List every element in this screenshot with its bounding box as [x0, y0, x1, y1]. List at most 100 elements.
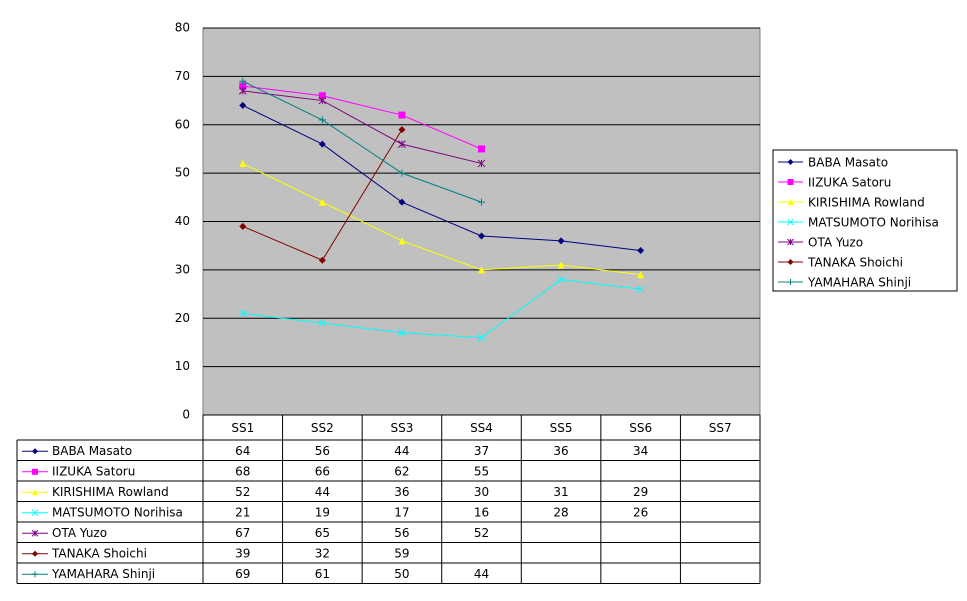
- legend-key-marker: [787, 218, 794, 226]
- table-cell: 31: [553, 485, 568, 499]
- y-tick-label: 30: [175, 262, 190, 276]
- data-point: [318, 256, 326, 264]
- data-point-part: [478, 232, 485, 240]
- data-point-part: [477, 333, 486, 342]
- data-point: [478, 145, 485, 153]
- table-row-label: OTA Yuzo: [52, 526, 107, 540]
- data-point: [239, 77, 247, 85]
- table-cell: 17: [394, 505, 409, 519]
- table-cell: 52: [235, 485, 250, 499]
- table-cell: 55: [474, 464, 489, 478]
- data-point: [239, 159, 247, 167]
- series-line: [242, 85, 482, 150]
- table-cell: 19: [315, 505, 330, 519]
- table-key-marker: [32, 571, 38, 578]
- x-tick-label: SS4: [470, 421, 493, 435]
- legend-label: MATSUMOTO Norihisa: [808, 216, 939, 230]
- y-tick-label: 10: [175, 359, 190, 373]
- legend-key-marker-part: [787, 259, 794, 265]
- data-point-part: [318, 198, 326, 206]
- table-cell: 26: [633, 505, 648, 519]
- data-point: [398, 140, 406, 148]
- data-point-part: [478, 145, 485, 153]
- table-cell: 59: [394, 546, 409, 560]
- table-cell: 65: [315, 526, 330, 540]
- data-point: [398, 198, 406, 206]
- table-row-label: IIZUKA Satoru: [52, 464, 135, 478]
- table-key-marker-part: [31, 509, 39, 517]
- table-key-marker-part: [32, 550, 38, 557]
- table-cell: 44: [474, 567, 489, 581]
- data-point-part: [636, 285, 645, 294]
- table-cell: 29: [633, 485, 648, 499]
- table-cell: 28: [553, 505, 568, 519]
- data-point: [557, 261, 565, 269]
- table-key-marker-part: [32, 468, 38, 475]
- legend-label: OTA Yuzo: [808, 236, 863, 250]
- table-cell: 36: [553, 444, 568, 458]
- table-cell: 52: [474, 526, 489, 540]
- legend-label: BABA Masato: [808, 156, 888, 170]
- data-point: [557, 275, 565, 284]
- y-tick-label: 0: [182, 408, 190, 422]
- series-line: [242, 279, 641, 339]
- data-point: [557, 237, 565, 245]
- legend-label: IIZUKA Satoru: [808, 176, 891, 190]
- legend-key-marker: [787, 259, 794, 265]
- table-key-marker-part: [32, 489, 38, 496]
- legend-key-marker: [787, 279, 794, 285]
- legend-label: YAMAHARA Shinji: [807, 276, 911, 290]
- table-key-marker: [31, 509, 39, 517]
- y-tick-label: 50: [175, 166, 190, 180]
- data-point: [478, 232, 485, 240]
- data-point: [318, 140, 326, 148]
- data-point: [239, 82, 247, 90]
- table-key-marker: [32, 468, 38, 475]
- x-tick-label: SS7: [709, 421, 732, 435]
- data-point-part: [398, 111, 406, 119]
- table-cell: 66: [315, 464, 330, 478]
- data-point-part: [318, 140, 326, 148]
- legend-key-marker-part: [787, 159, 794, 165]
- data-point: [239, 101, 247, 109]
- x-tick-label: SS2: [311, 421, 334, 435]
- data-point: [238, 309, 247, 318]
- data-point: [398, 111, 406, 119]
- table-cell: 37: [474, 444, 489, 458]
- data-point: [398, 237, 406, 245]
- series-line: [242, 104, 641, 252]
- table-cell: 44: [394, 444, 409, 458]
- table-key-marker-part: [32, 448, 38, 455]
- data-point-part: [557, 261, 565, 269]
- legend-key-marker-part: [787, 179, 794, 185]
- table-row-label: TANAKA Shoichi: [51, 546, 147, 560]
- data-point: [477, 333, 486, 342]
- legend-key-marker: [787, 179, 794, 185]
- table-cell: 68: [235, 464, 250, 478]
- table-key-marker: [32, 448, 38, 455]
- data-point: [318, 319, 327, 327]
- data-point: [478, 198, 485, 206]
- legend-label: KIRISHIMA Rowland: [808, 196, 925, 210]
- data-point-part: [239, 159, 247, 167]
- data-point: [239, 222, 247, 230]
- data-point: [478, 266, 485, 274]
- legend-key-marker-part: [787, 199, 794, 205]
- data-point-part: [398, 126, 406, 134]
- data-point: [637, 271, 645, 279]
- data-point: [318, 116, 326, 124]
- table-cell: 62: [394, 464, 409, 478]
- data-point: [477, 159, 486, 168]
- y-tick-label: 40: [175, 214, 190, 228]
- table-cell: 56: [315, 444, 330, 458]
- data-point-part: [318, 256, 326, 264]
- table-cell: 34: [633, 444, 648, 458]
- table-cell: 69: [235, 567, 250, 581]
- data-point-part: [637, 247, 645, 255]
- data-point: [398, 169, 406, 177]
- data-point: [318, 92, 326, 100]
- legend-key-marker: [787, 199, 794, 205]
- table-cell: 30: [474, 485, 489, 499]
- table-key-marker: [32, 489, 38, 496]
- data-point: [238, 87, 247, 95]
